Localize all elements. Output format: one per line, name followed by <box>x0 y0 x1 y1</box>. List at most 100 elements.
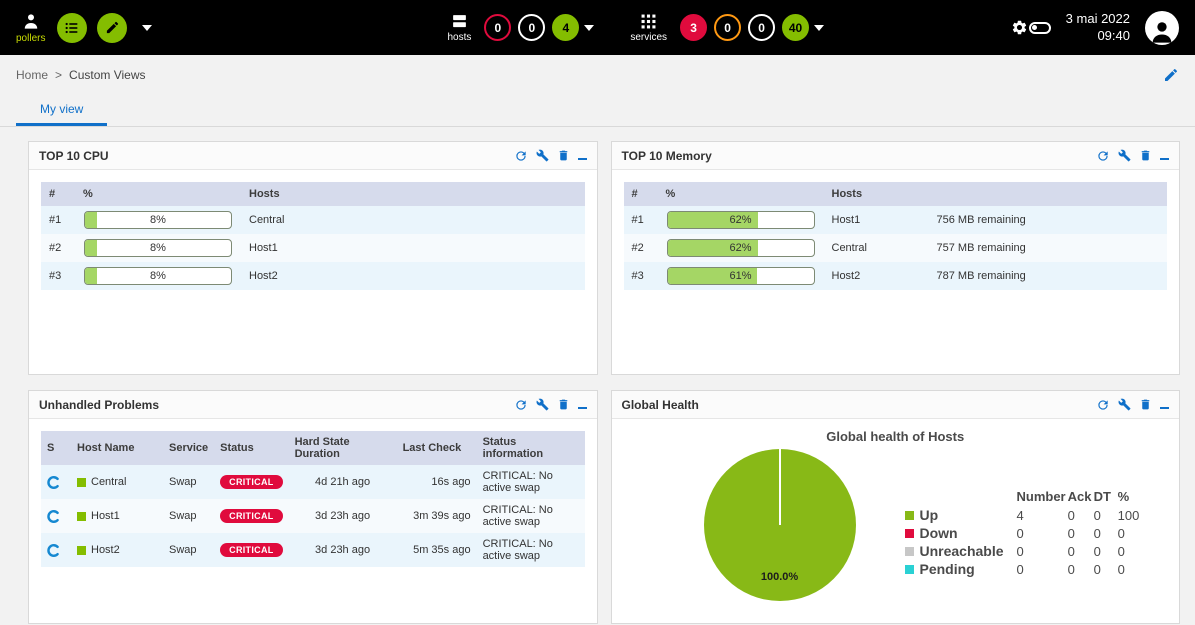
legend-swatch-down <box>904 528 914 538</box>
services-critical-badge[interactable]: 3 <box>680 14 708 41</box>
clock-time: 09:40 <box>1097 27 1130 43</box>
last-check: 3m 39s ago <box>413 510 471 522</box>
legend-swatch-unreachable <box>904 546 914 556</box>
panel-title: TOP 10 Memory <box>621 148 712 163</box>
clock: 3 mai 2022 09:40 <box>1066 11 1130 45</box>
cpu-row-3[interactable]: #3 8% Host2 <box>41 262 585 290</box>
breadcrumb-separator: > <box>55 68 63 82</box>
breadcrumb-home[interactable]: Home <box>16 68 49 82</box>
services-ok-badge[interactable]: 40 <box>782 14 810 41</box>
hosts-status-group: hosts 0 0 4 <box>447 13 595 43</box>
problem-row-2[interactable]: Host1 Swap CRITICAL 3d 23h ago 3m 39s ag… <box>41 499 585 533</box>
last-check: 5m 35s ago <box>413 544 471 556</box>
user-avatar[interactable] <box>1145 10 1179 45</box>
host-name[interactable]: Host1 <box>91 510 120 522</box>
minimize-icon[interactable] <box>577 400 587 409</box>
hosts-chevron-down-icon[interactable] <box>584 24 595 31</box>
cpu-progress-bar: 8% <box>84 267 232 285</box>
memory-progress-bar: 62% <box>666 239 815 257</box>
trash-icon[interactable] <box>557 398 570 411</box>
tab-my-view[interactable]: My view <box>16 95 108 126</box>
services-warning-badge[interactable]: 0 <box>714 14 742 41</box>
trash-icon[interactable] <box>1139 398 1152 411</box>
memory-row-3[interactable]: #3 61% Host2 787 MB remaining <box>623 262 1167 290</box>
problem-row-3[interactable]: Host2 Swap CRITICAL 3d 23h ago 5m 35s ag… <box>41 533 585 567</box>
host-name[interactable]: Host2 <box>91 544 120 556</box>
memory-row-1[interactable]: #1 62% Host1 756 MB remaining <box>623 206 1167 234</box>
legend-header: Ack <box>1067 489 1092 504</box>
refresh-icon[interactable] <box>514 398 528 412</box>
column-header: Status <box>214 431 289 465</box>
hosts-up-badge[interactable]: 4 <box>552 14 580 41</box>
column-header: Hard State Duration <box>288 431 397 465</box>
cpu-progress-bar: 8% <box>84 239 232 257</box>
minimize-icon[interactable] <box>1160 400 1169 409</box>
column-header: # <box>623 182 658 206</box>
services-chevron-down-icon[interactable] <box>814 24 825 31</box>
minimize-icon[interactable] <box>577 151 587 160</box>
wrench-icon[interactable] <box>1118 149 1131 162</box>
cpu-row-1[interactable]: #1 8% Central <box>41 206 585 234</box>
status-badge: CRITICAL <box>220 509 283 523</box>
column-header: S <box>41 431 71 465</box>
legend-row-unreachable: Unreachable 0 0 0 0 <box>904 542 1153 560</box>
refresh-icon[interactable] <box>1096 149 1110 163</box>
gear-icon <box>1011 19 1028 36</box>
host-name: Central <box>831 242 867 254</box>
services-unknown-badge[interactable]: 0 <box>748 14 776 41</box>
column-header: # <box>41 182 75 206</box>
services-label: services <box>630 31 668 43</box>
edit-view-pencil-icon[interactable] <box>1163 67 1179 83</box>
pollers-chevron-down-icon[interactable] <box>142 24 153 31</box>
panel-global-health: Global Health Global health of Hosts 100… <box>610 390 1180 624</box>
refresh-icon[interactable] <box>1096 398 1110 412</box>
minimize-icon[interactable] <box>1160 151 1169 160</box>
memory-row-2[interactable]: #2 62% Central 757 MB remaining <box>623 234 1167 262</box>
services-menu[interactable]: services <box>630 13 667 43</box>
centreon-service-icon <box>47 475 65 489</box>
cpu-row-2[interactable]: #2 8% Host1 <box>41 234 585 262</box>
clock-date: 3 mai 2022 <box>1065 10 1130 26</box>
services-status-group: services 3 0 0 40 <box>630 13 825 43</box>
wrench-icon[interactable] <box>1118 398 1131 411</box>
breadcrumb: Home > Custom Views <box>0 55 1195 95</box>
hosts-menu[interactable]: hosts <box>447 13 471 43</box>
service-name[interactable]: Swap <box>169 476 197 488</box>
column-header: Service <box>163 431 215 465</box>
hosts-unreachable-badge[interactable]: 0 <box>518 14 546 41</box>
poller-configuration-button[interactable] <box>97 12 128 43</box>
panel-title: TOP 10 CPU <box>39 148 109 163</box>
host-status-square <box>77 477 86 487</box>
wrench-icon[interactable] <box>536 398 549 411</box>
refresh-icon[interactable] <box>514 149 528 163</box>
host-name: Host2 <box>249 270 278 282</box>
legend-row-up: Up 4 0 0 100 <box>904 506 1153 524</box>
centreon-service-icon <box>47 509 65 523</box>
hosts-health-pie-chart: 100.0% <box>700 445 860 605</box>
host-name: Host2 <box>831 270 861 282</box>
hard-state-duration: 3d 23h ago <box>315 544 371 556</box>
breadcrumb-custom-views[interactable]: Custom Views <box>69 68 146 82</box>
hosts-down-badge[interactable]: 0 <box>484 14 512 41</box>
trash-icon[interactable] <box>1139 149 1152 162</box>
status-information: CRITICAL: No active swap <box>482 470 553 494</box>
hard-state-duration: 4d 21h ago <box>315 476 371 488</box>
settings-toggle[interactable] <box>1011 19 1051 36</box>
host-name[interactable]: Central <box>91 476 127 488</box>
status-badge: CRITICAL <box>220 543 283 557</box>
pollers-status[interactable]: pollers <box>16 12 45 44</box>
panel-top-memory: TOP 10 Memory # % Hosts #1 62% <box>610 141 1180 375</box>
legend-row-down: Down 0 0 0 0 <box>904 524 1153 542</box>
top-navigation-bar: pollers hosts 0 0 4 <box>0 0 1195 55</box>
legend-header: % <box>1117 489 1130 504</box>
service-name[interactable]: Swap <box>169 544 197 556</box>
panel-unhandled-problems: Unhandled Problems S Host Name Service S… <box>28 390 598 624</box>
wrench-icon[interactable] <box>536 149 549 162</box>
poller-list-button[interactable] <box>57 12 88 43</box>
column-header: Status information <box>476 431 585 465</box>
trash-icon[interactable] <box>557 149 570 162</box>
memory-remaining: 787 MB remaining <box>936 270 1026 282</box>
memory-remaining: 756 MB remaining <box>936 214 1026 226</box>
problem-row-1[interactable]: Central Swap CRITICAL 4d 21h ago 16s ago… <box>41 465 585 499</box>
service-name[interactable]: Swap <box>169 510 197 522</box>
